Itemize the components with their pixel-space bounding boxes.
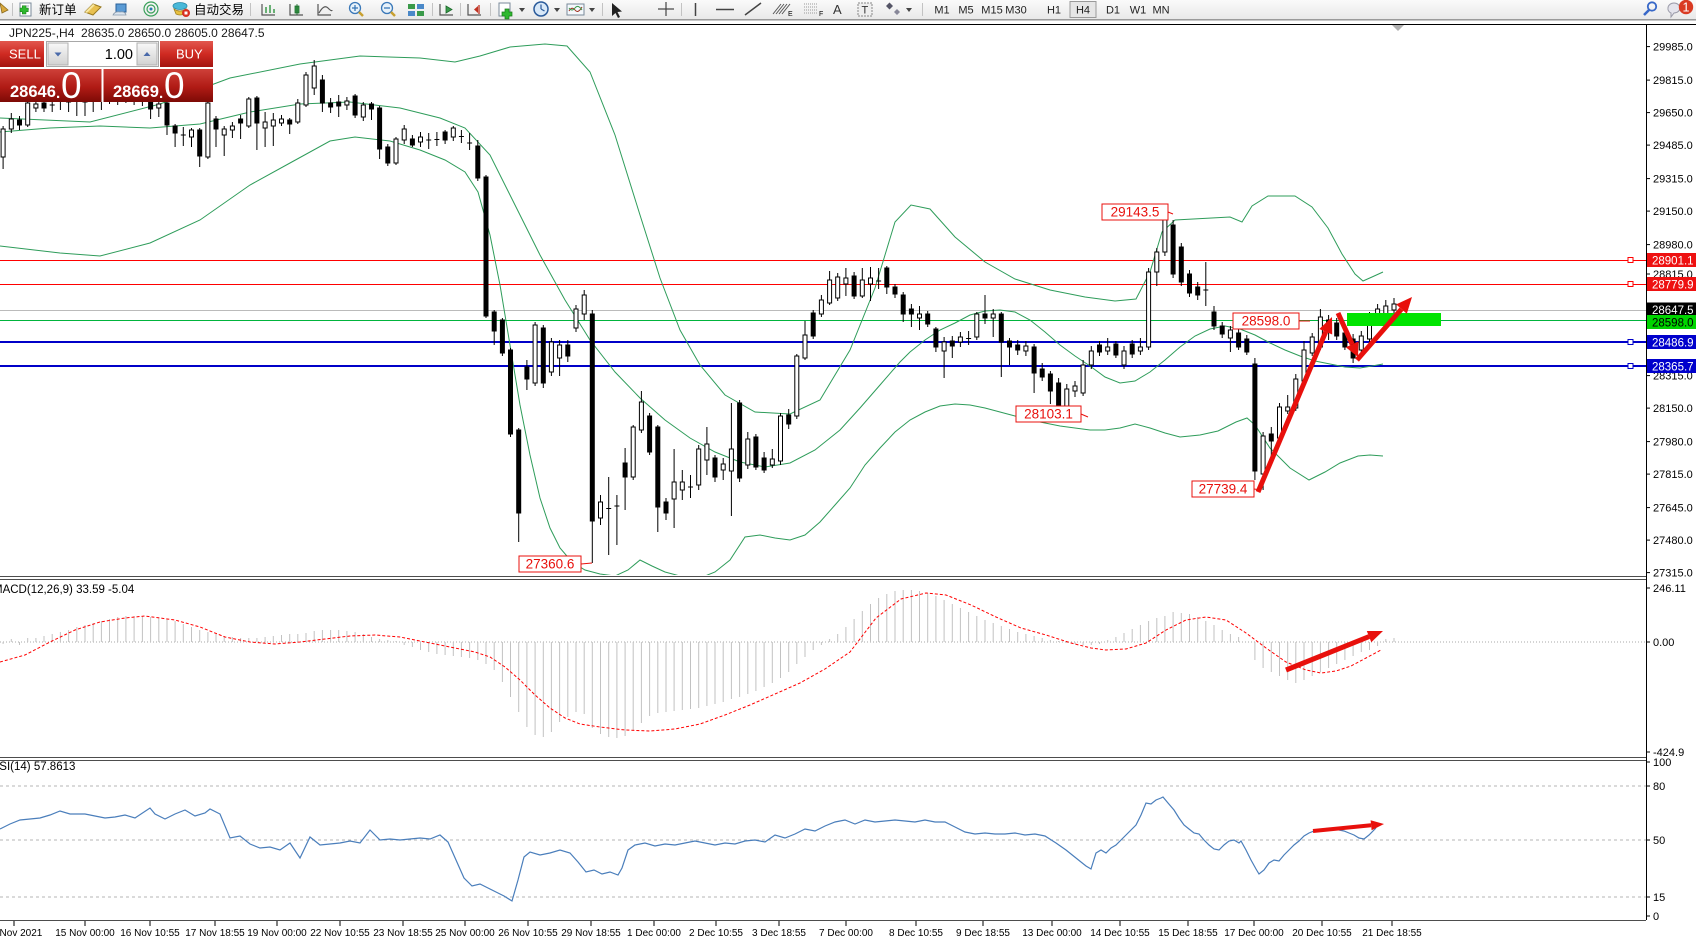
svg-text:0: 0 <box>1653 911 1659 923</box>
svg-text:22 Nov 10:55: 22 Nov 10:55 <box>310 928 370 939</box>
svg-text:29 Nov 18:55: 29 Nov 18:55 <box>561 928 621 939</box>
svg-text:SELL: SELL <box>9 47 41 62</box>
svg-text:7 Dec 00:00: 7 Dec 00:00 <box>819 928 873 939</box>
svg-text:M5: M5 <box>958 5 973 17</box>
svg-text:29315.0: 29315.0 <box>1653 174 1693 186</box>
svg-text:29985.0: 29985.0 <box>1653 42 1693 54</box>
svg-text:28901.1: 28901.1 <box>1652 256 1694 268</box>
svg-text:14 Dec 10:55: 14 Dec 10:55 <box>1090 928 1150 939</box>
svg-text:80: 80 <box>1653 781 1665 793</box>
svg-text:28646: 28646 <box>10 83 56 101</box>
svg-text:27360.6: 27360.6 <box>526 557 575 572</box>
svg-text:246.11: 246.11 <box>1653 583 1686 595</box>
svg-text:28669: 28669 <box>113 83 159 101</box>
svg-text:29650.0: 29650.0 <box>1653 108 1693 120</box>
svg-text:0.00: 0.00 <box>1653 637 1674 649</box>
svg-text:100: 100 <box>1653 757 1671 769</box>
svg-text:.: . <box>56 85 60 102</box>
svg-text:50: 50 <box>1653 835 1665 847</box>
svg-text:3 Dec 18:55: 3 Dec 18:55 <box>752 928 806 939</box>
svg-text:MACD(12,26,9) 33.59 -5.04: MACD(12,26,9) 33.59 -5.04 <box>0 584 135 596</box>
svg-text:27739.4: 27739.4 <box>1199 482 1248 497</box>
svg-text:M1: M1 <box>934 5 949 17</box>
svg-text:1.00: 1.00 <box>105 47 133 63</box>
svg-text:M15: M15 <box>981 5 1002 17</box>
svg-text:13 Dec 00:00: 13 Dec 00:00 <box>1022 928 1082 939</box>
svg-text:H1: H1 <box>1047 5 1061 17</box>
svg-text:28103.1: 28103.1 <box>1024 407 1073 422</box>
svg-text:T: T <box>862 5 869 17</box>
svg-text:D1: D1 <box>1106 5 1120 17</box>
svg-text:16 Nov 10:55: 16 Nov 10:55 <box>120 928 180 939</box>
svg-text:29815.0: 29815.0 <box>1653 75 1693 87</box>
svg-text:M30: M30 <box>1005 5 1026 17</box>
svg-text:W1: W1 <box>1130 5 1147 17</box>
svg-text:H4: H4 <box>1076 5 1090 17</box>
svg-text:17 Nov 18:55: 17 Nov 18:55 <box>185 928 245 939</box>
svg-text:19 Nov 00:00: 19 Nov 00:00 <box>247 928 307 939</box>
svg-text:.: . <box>159 85 163 102</box>
svg-text:21 Dec 18:55: 21 Dec 18:55 <box>1362 928 1422 939</box>
svg-text:15: 15 <box>1653 892 1665 904</box>
svg-text:27315.0: 27315.0 <box>1653 568 1693 580</box>
svg-text:28647.5: 28647.5 <box>1652 305 1694 317</box>
svg-text:E: E <box>788 11 793 18</box>
svg-text:29485.0: 29485.0 <box>1653 140 1693 152</box>
svg-text:28598.0: 28598.0 <box>1242 314 1291 329</box>
svg-text:29150.0: 29150.0 <box>1653 206 1693 218</box>
svg-text:9 Dec 18:55: 9 Dec 18:55 <box>956 928 1010 939</box>
svg-text:28150.0: 28150.0 <box>1653 403 1693 415</box>
svg-text:A: A <box>833 2 842 17</box>
svg-text:1: 1 <box>1683 1 1690 15</box>
svg-text:27815.0: 27815.0 <box>1653 469 1693 481</box>
svg-text:自动交易: 自动交易 <box>194 2 244 17</box>
svg-text:20 Dec 10:55: 20 Dec 10:55 <box>1292 928 1352 939</box>
svg-text:23 Nov 18:55: 23 Nov 18:55 <box>373 928 433 939</box>
svg-text:28486.9: 28486.9 <box>1652 338 1694 350</box>
svg-text:17 Dec 00:00: 17 Dec 00:00 <box>1224 928 1284 939</box>
svg-text:2 Dec 10:55: 2 Dec 10:55 <box>689 928 743 939</box>
svg-text:0: 0 <box>164 65 185 106</box>
svg-text:15 Nov 00:00: 15 Nov 00:00 <box>55 928 115 939</box>
svg-text:27980.0: 27980.0 <box>1653 437 1693 449</box>
svg-text:JPN225-,H4 28635.0 28650.0 28: JPN225-,H4 28635.0 28650.0 28605.0 28647… <box>9 26 265 40</box>
svg-text:28980.0: 28980.0 <box>1653 240 1693 252</box>
svg-text:新订单: 新订单 <box>39 2 77 17</box>
svg-text:29143.5: 29143.5 <box>1111 205 1160 220</box>
svg-text:28365.7: 28365.7 <box>1652 362 1694 374</box>
svg-text:25 Nov 00:00: 25 Nov 00:00 <box>435 928 495 939</box>
svg-text:28598.0: 28598.0 <box>1652 318 1694 330</box>
svg-text:27480.0: 27480.0 <box>1653 535 1693 547</box>
svg-text:28779.9: 28779.9 <box>1652 280 1694 292</box>
svg-text:12 Nov 2021: 12 Nov 2021 <box>0 928 43 939</box>
svg-text:15 Dec 18:55: 15 Dec 18:55 <box>1158 928 1218 939</box>
svg-text:RSI(14) 57.8613: RSI(14) 57.8613 <box>0 761 75 773</box>
svg-text:F: F <box>819 11 823 18</box>
svg-text:BUY: BUY <box>176 47 203 62</box>
svg-text:8 Dec 10:55: 8 Dec 10:55 <box>889 928 943 939</box>
svg-text:28315.0: 28315.0 <box>1653 371 1693 383</box>
svg-text:MN: MN <box>1152 5 1169 17</box>
svg-text:0: 0 <box>61 65 82 106</box>
svg-text:27645.0: 27645.0 <box>1653 503 1693 515</box>
svg-text:26 Nov 10:55: 26 Nov 10:55 <box>498 928 558 939</box>
svg-text:-424.9: -424.9 <box>1653 747 1684 759</box>
svg-text:1 Dec 00:00: 1 Dec 00:00 <box>627 928 681 939</box>
